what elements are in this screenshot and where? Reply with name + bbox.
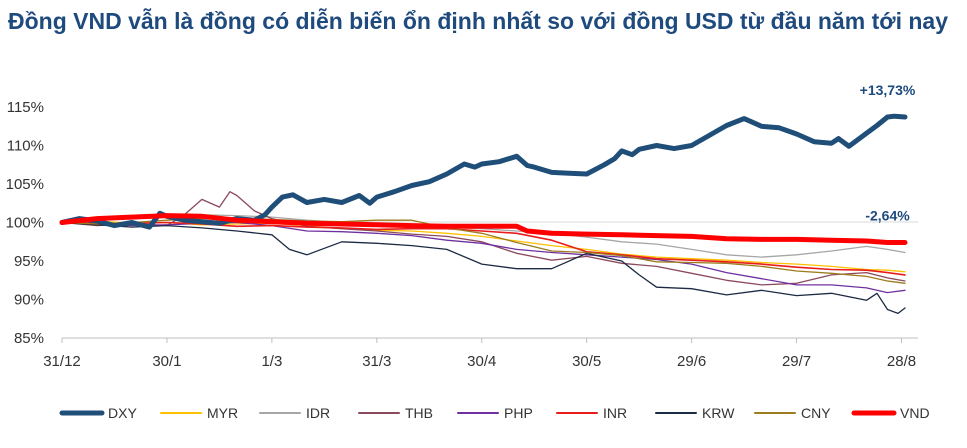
legend-label-cny: CNY xyxy=(801,405,831,421)
x-tick-labels: 31/12 30/1 1/3 31/3 30/4 30/5 29/6 29/7 28/8 xyxy=(43,338,916,370)
x-tick-label: 31/12 xyxy=(43,353,81,370)
x-tick-label: 31/3 xyxy=(362,353,391,370)
legend-label-php: PHP xyxy=(504,405,533,421)
annotations: +13,73% -2,64% xyxy=(860,82,916,224)
legend-label-vnd: VND xyxy=(900,405,930,421)
y-tick-label: 85% xyxy=(14,330,44,347)
series-line-php xyxy=(61,221,906,294)
series-line-vnd xyxy=(59,213,908,245)
series-line-thb xyxy=(61,191,906,286)
y-tick-label: 90% xyxy=(14,292,44,309)
chart-title: Đồng VND vẫn là đồng có diễn biến ổn địn… xyxy=(8,8,948,34)
legend-label-thb: THB xyxy=(405,405,433,421)
x-tick-label: 30/1 xyxy=(152,353,181,370)
legend-label-dxy: DXY xyxy=(108,405,137,421)
x-tick-label: 29/6 xyxy=(677,353,706,370)
legend: DXY MYR IDR THB PHP INR KRW CNY VND xyxy=(59,405,930,421)
x-tick-label: 28/8 xyxy=(887,353,916,370)
x-tick-label: 29/7 xyxy=(782,353,811,370)
legend-label-myr: MYR xyxy=(207,405,238,421)
legend-label-idr: IDR xyxy=(306,405,330,421)
series-line-inr xyxy=(61,221,906,276)
x-tick-label: 30/4 xyxy=(467,353,496,370)
legend-label-krw: KRW xyxy=(702,405,735,421)
series-line-krw xyxy=(61,221,906,315)
legend-label-inr: INR xyxy=(603,405,627,421)
y-tick-label: 105% xyxy=(6,176,44,193)
series-lines xyxy=(59,113,908,315)
x-tick-label: 30/5 xyxy=(572,353,601,370)
y-tick-label: 110% xyxy=(7,138,44,155)
y-tick-label: 95% xyxy=(14,253,44,270)
series-line-dxy xyxy=(59,113,908,230)
y-tick-label: 100% xyxy=(6,215,44,232)
annotation-vnd: -2,64% xyxy=(865,208,910,224)
annotation-dxy: +13,73% xyxy=(860,82,916,98)
y-tick-label: 115% xyxy=(7,99,44,116)
x-tick-label: 1/3 xyxy=(261,353,282,370)
y-tick-labels: 85% 90% 95% 100% 105% 110% 115% xyxy=(6,99,44,347)
